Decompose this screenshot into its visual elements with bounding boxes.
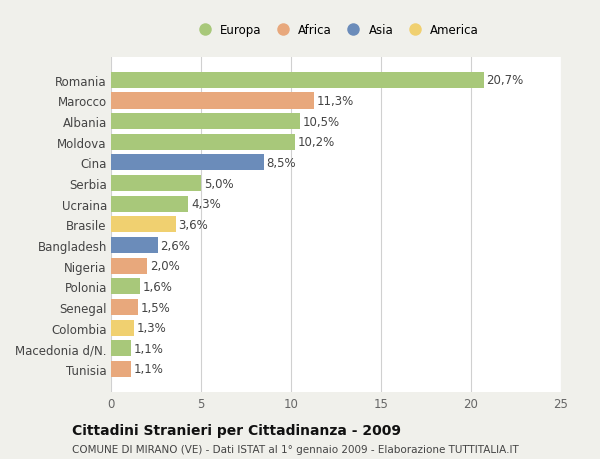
Text: 1,6%: 1,6%: [143, 280, 172, 293]
Bar: [111, 320, 134, 336]
Text: 11,3%: 11,3%: [317, 95, 355, 108]
Bar: [111, 237, 158, 253]
Text: 1,1%: 1,1%: [133, 342, 163, 355]
Text: 3,6%: 3,6%: [179, 218, 208, 231]
Text: 1,3%: 1,3%: [137, 321, 167, 335]
Text: 2,6%: 2,6%: [161, 239, 190, 252]
Bar: [111, 114, 300, 130]
Bar: [111, 279, 140, 295]
Bar: [111, 73, 484, 89]
Text: 20,7%: 20,7%: [486, 74, 524, 87]
Text: 1,1%: 1,1%: [133, 363, 163, 375]
Bar: [111, 361, 131, 377]
Bar: [111, 93, 314, 109]
Bar: [111, 217, 176, 233]
Bar: [111, 155, 264, 171]
Bar: [111, 196, 188, 213]
Text: 2,0%: 2,0%: [150, 260, 179, 273]
Text: 1,5%: 1,5%: [140, 301, 170, 314]
Text: 10,2%: 10,2%: [297, 136, 335, 149]
Text: COMUNE DI MIRANO (VE) - Dati ISTAT al 1° gennaio 2009 - Elaborazione TUTTITALIA.: COMUNE DI MIRANO (VE) - Dati ISTAT al 1°…: [72, 444, 519, 454]
Bar: [111, 176, 201, 192]
Legend: Europa, Africa, Asia, America: Europa, Africa, Asia, America: [188, 20, 484, 42]
Text: 5,0%: 5,0%: [204, 177, 233, 190]
Text: 8,5%: 8,5%: [267, 157, 296, 169]
Bar: [111, 341, 131, 357]
Bar: [111, 134, 295, 151]
Text: 4,3%: 4,3%: [191, 198, 221, 211]
Text: Cittadini Stranieri per Cittadinanza - 2009: Cittadini Stranieri per Cittadinanza - 2…: [72, 423, 401, 437]
Bar: [111, 299, 138, 315]
Bar: [111, 258, 147, 274]
Text: 10,5%: 10,5%: [303, 115, 340, 129]
